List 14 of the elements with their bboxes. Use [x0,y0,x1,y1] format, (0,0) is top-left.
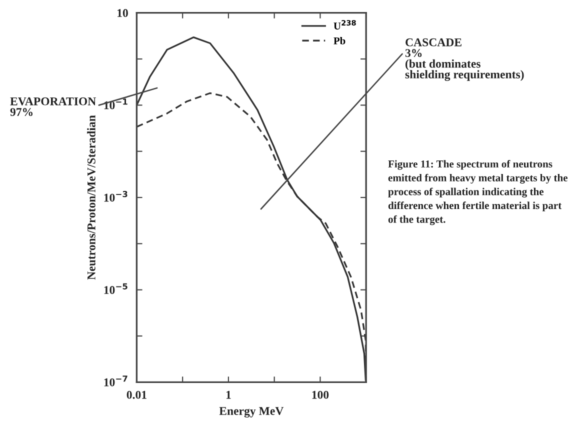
legend-label: Pb [334,37,346,44]
text: EVAPORATION 97% [10,97,96,116]
y-tick-label: 10 [118,9,128,18]
x-tick-label: 100 [312,390,329,399]
x-tick-label: 0.01 [126,390,146,399]
y-tick-label: 10$^{−7}$ [104,376,128,386]
y-tick-label: 10$^{−3}$ [104,190,128,202]
x-tick-label: 1 [226,390,231,399]
text: CASCADE 3% (but dominates shielding requirements) [405,38,524,81]
caption: Figure 11: The spectrum of neutrons emitted from heavy metal targets by the process of spallation indicating the difference when fertile material is part of the target. [388,160,568,226]
x-axis-title: Energy MeV [219,407,284,418]
y-tick-label: 10$^{−5}$ [104,283,128,294]
y-axis-title: Neutrons/Proton/MeV/Steradian [87,115,96,280]
legend-label: U$^{238}$ [334,20,356,30]
